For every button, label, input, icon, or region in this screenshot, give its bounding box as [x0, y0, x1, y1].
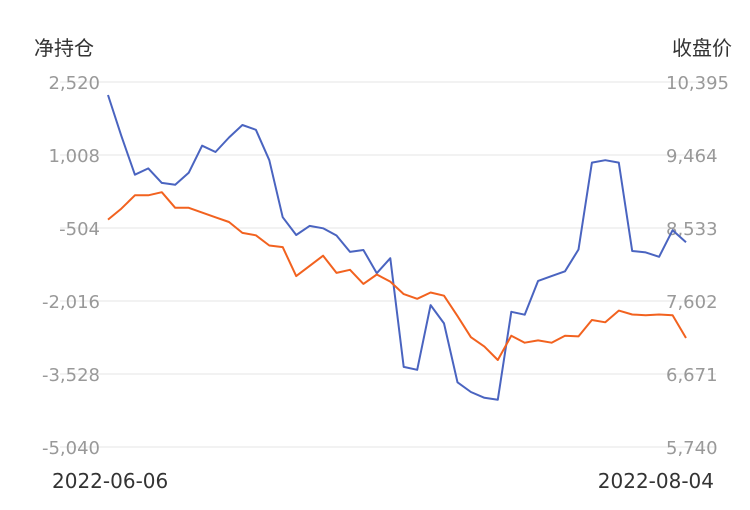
left-tick-label: 1,008 [48, 146, 100, 167]
close-price-line [107, 191, 687, 361]
left-tick-label: -5,040 [42, 438, 100, 459]
series-lines [107, 94, 687, 401]
left-tick-label: 2,520 [48, 73, 100, 94]
x-end-label: 2022-08-04 [598, 469, 714, 493]
right-tick-label: 6,671 [666, 365, 718, 386]
net-position-line [107, 94, 687, 401]
right-tick-label: 7,602 [666, 292, 718, 313]
left-axis-ticks: 2,520 1,008 -504 -2,016 -3,528 -5,040 [42, 73, 100, 459]
left-axis-title: 净持仓 [34, 36, 94, 60]
right-tick-label: 5,740 [666, 438, 718, 459]
x-start-label: 2022-06-06 [52, 469, 168, 493]
left-tick-label: -2,016 [42, 292, 100, 313]
right-axis-ticks: 10,395 9,464 8,533 7,602 6,671 5,740 [666, 73, 729, 459]
right-tick-label: 10,395 [666, 73, 729, 94]
gridlines [60, 81, 716, 448]
left-tick-label: -504 [59, 219, 100, 240]
right-axis-title: 收盘价 [672, 36, 732, 60]
left-tick-label: -3,528 [42, 365, 100, 386]
right-tick-label: 9,464 [666, 146, 718, 167]
right-tick-label: 8,533 [666, 219, 718, 240]
